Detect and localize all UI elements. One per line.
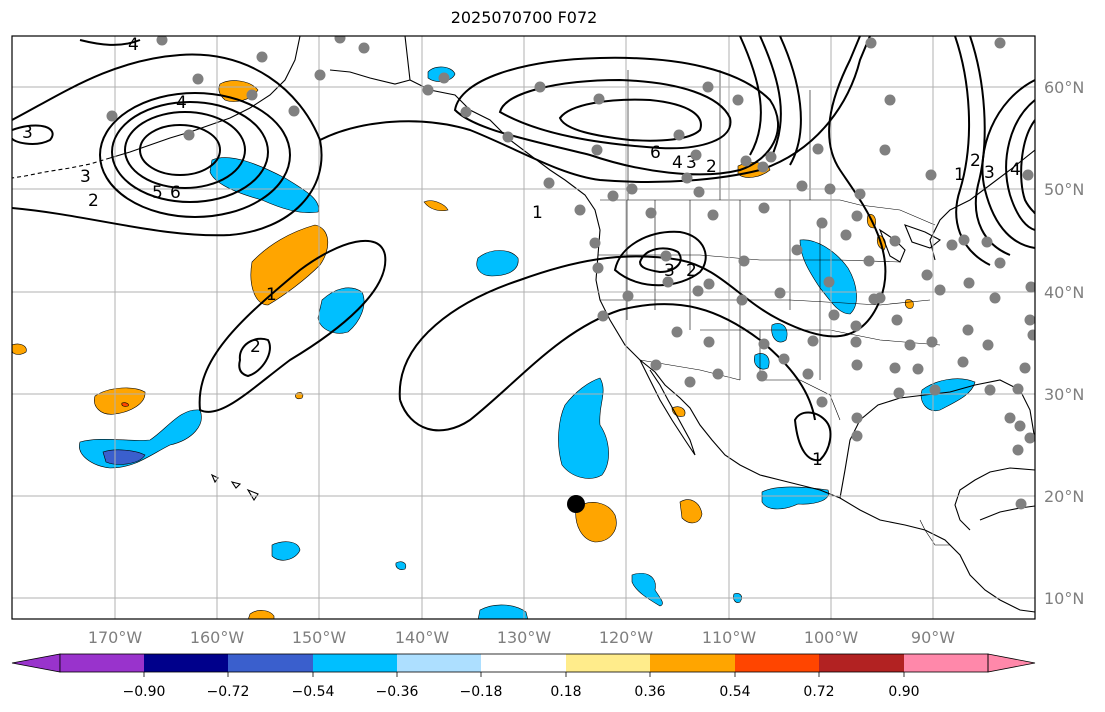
contour-labels: 4 4 3 3 2 5 6 1 2 1 6 4 3 2 3 2 1 2 3 4 … (22, 35, 1021, 470)
lat-label: 50°N (1044, 180, 1084, 199)
colorbar-tick-label: 0.90 (888, 684, 919, 700)
colorbar: −0.90 −0.72 −0.54 −0.36 −0.18 0.18 0.36 … (11, 653, 1036, 700)
negative-anomaly-area (317, 287, 365, 334)
colorbar-tick-label: −0.36 (376, 684, 419, 700)
positive-anomaly-area (575, 502, 617, 543)
longitude-labels: 170°W 160°W 150°W 140°W 130°W 120°W 110°… (88, 628, 955, 647)
lat-label: 40°N (1044, 283, 1084, 302)
contour-label: 2 (970, 151, 981, 171)
lon-label: 90°W (911, 628, 955, 647)
contour-label: 2 (706, 157, 717, 177)
graticule (12, 36, 1035, 619)
lon-label: 170°W (88, 628, 143, 647)
positive-anomaly-area (248, 610, 275, 619)
contour-label: 3 (686, 153, 697, 173)
colorbar-tick-label: −0.90 (123, 684, 166, 700)
contour-label: 6 (170, 183, 181, 203)
contour-label: 2 (88, 191, 99, 211)
negative-anomaly-area (761, 486, 829, 510)
contour-label: 4 (1010, 160, 1021, 180)
negative-anomaly-area (771, 323, 788, 343)
negative-anomaly-area (102, 449, 146, 465)
contour-label: 2 (686, 261, 697, 281)
colorbar-tick-label: 0.18 (550, 684, 581, 700)
contour-label: 3 (22, 123, 33, 143)
colorbar-tick-label: 0.54 (719, 684, 750, 700)
contour-label: 5 (152, 183, 163, 203)
lat-label: 20°N (1044, 487, 1084, 506)
colorbar-tick-label: 0.72 (803, 684, 834, 700)
contour-label: 3 (664, 261, 675, 281)
lon-label: 130°W (497, 628, 552, 647)
contour-label: 1 (954, 165, 965, 185)
positive-anomaly-area (295, 392, 304, 400)
positive-anomaly-area (12, 343, 27, 355)
lat-label: 10°N (1044, 589, 1084, 608)
lat-label: 30°N (1044, 385, 1084, 404)
contour-label: 2 (250, 337, 261, 357)
latitude-labels: 60°N 50°N 40°N 30°N 20°N 10°N (1044, 78, 1084, 608)
map-frame (11, 35, 1036, 620)
colorbar-tick-label: 0.36 (634, 684, 665, 700)
lon-label: 100°W (804, 628, 859, 647)
contour-lines (12, 36, 1035, 462)
negative-anomaly-area (754, 353, 770, 370)
colorbar-tick-label: −0.72 (207, 684, 250, 700)
lon-label: 110°W (702, 628, 757, 647)
contour-label: 3 (984, 163, 995, 183)
contour-label: 3 (80, 167, 91, 187)
contour-label: 1 (812, 450, 823, 470)
contour-label: 1 (266, 285, 277, 305)
contour-label: 4 (128, 35, 139, 55)
station-markers (106, 36, 1035, 510)
positive-anomaly-area (679, 499, 703, 524)
negative-anomaly-area (476, 250, 519, 277)
positive-anomaly-area (250, 224, 328, 306)
colorbar-tick-label: −0.18 (460, 684, 503, 700)
lat-label: 60°N (1044, 78, 1084, 97)
map-title: 2025070700 F072 (450, 8, 598, 27)
lon-label: 160°W (190, 628, 245, 647)
contour-label: 6 (650, 143, 661, 163)
storm-marker (567, 495, 585, 513)
contour-label: 4 (672, 153, 683, 173)
contour-label: 4 (176, 93, 187, 113)
lon-label: 120°W (599, 628, 654, 647)
positive-anomaly-area (904, 299, 914, 309)
positive-anomaly-area (423, 200, 449, 212)
colorbar-tick-label: −0.54 (292, 684, 335, 700)
contour-label: 1 (532, 203, 543, 223)
lon-label: 140°W (395, 628, 450, 647)
positive-anomaly-area (94, 387, 146, 415)
negative-anomaly-area (558, 377, 609, 479)
lon-label: 150°W (292, 628, 347, 647)
positive-anomaly-area (121, 402, 129, 407)
negative-anomaly-area (395, 561, 407, 570)
map-panel: 4 4 3 3 2 5 6 1 2 1 6 4 3 2 3 2 1 2 3 4 … (12, 35, 1035, 619)
negative-anomaly-area (271, 541, 301, 561)
